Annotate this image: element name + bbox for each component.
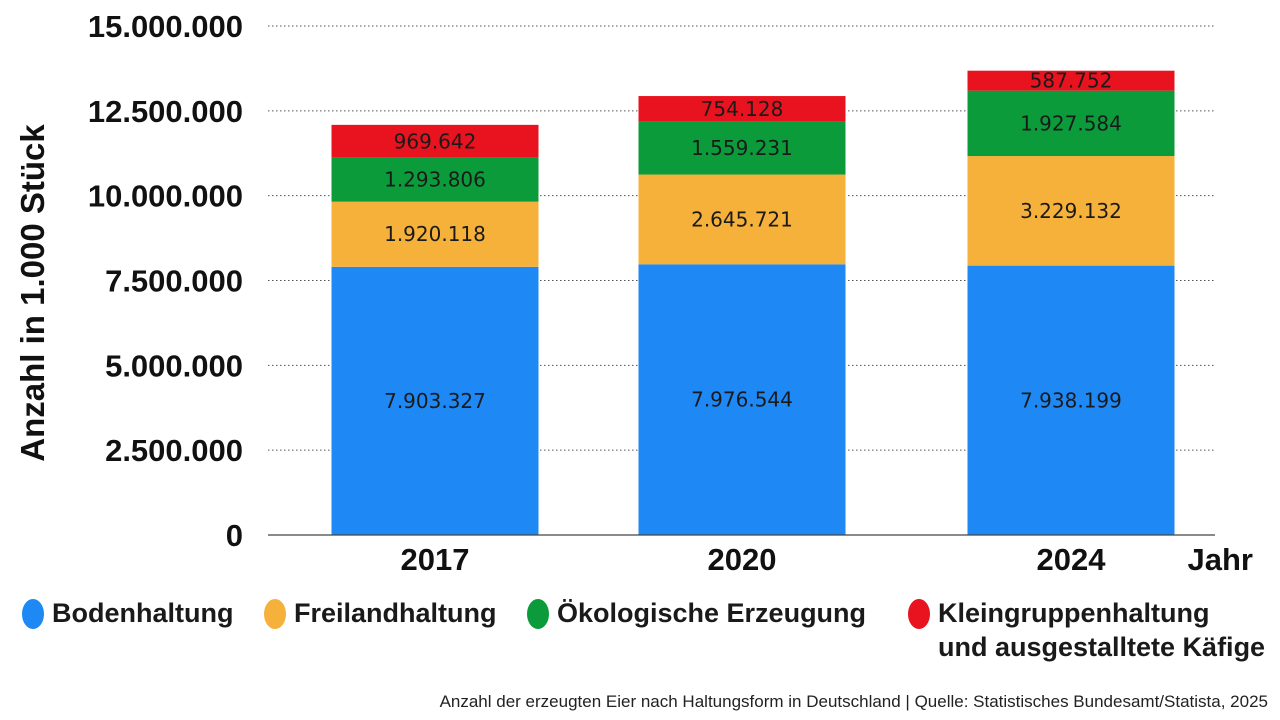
y-tick-label: 7.500.000 [105, 264, 243, 299]
legend-item-bodenhaltung: Bodenhaltung [22, 596, 233, 630]
stacked-bar-chart: 0 2.500.000 5.000.000 7.500.000 10.000.000 12… [14, 9, 1253, 577]
data-label: 7.976.544 [691, 388, 793, 412]
bar-segment-freilandhaltung-2020 [638, 174, 846, 265]
bar-segment-kologische-2024 [967, 90, 1175, 157]
legend: Bodenhaltung Freilandhaltung Ökologische… [0, 596, 1280, 676]
bars: 7.903.327 1.920.118 1.293.806 969.642 7.976.… [331, 69, 1175, 535]
legend-item-freilandhaltung: Freilandhaltung [264, 596, 497, 630]
bar-segment-kologische-2017 [331, 157, 539, 202]
bar-segment-freilandhaltung-2017 [331, 201, 539, 267]
legend-dot-icon [264, 599, 286, 629]
y-axis-ticks: 0 2.500.000 5.000.000 7.500.000 10.000.000 12… [88, 9, 243, 553]
x-axis-categories: 2017 2020 2024 [401, 542, 1107, 577]
x-tick-label: 2017 [401, 542, 470, 577]
legend-label: Freilandhaltung [294, 598, 497, 628]
y-axis-label: Anzahl in 1.000 Stück [14, 124, 51, 462]
y-tick-label: 15.000.000 [88, 9, 243, 44]
bar-segment-kologische-2020 [638, 121, 846, 175]
bar-segment-kleingruppenhaltung-2024 [967, 70, 1175, 91]
data-label: 1.927.584 [1020, 111, 1122, 135]
y-tick-label: 10.000.000 [88, 179, 243, 214]
bar-segment-kleingruppenhaltung-2017 [331, 124, 539, 158]
data-label: 7.938.199 [1020, 388, 1122, 412]
legend-dot-icon [527, 599, 549, 629]
data-label: 587.752 [1030, 69, 1113, 93]
y-tick-label: 0 [226, 518, 243, 553]
bar-segment-kleingruppenhaltung-2020 [638, 96, 846, 122]
legend-label: Ökologische Erzeugung [557, 598, 867, 628]
data-label: 1.559.231 [691, 136, 793, 160]
legend-dot-icon [22, 599, 44, 629]
data-label: 1.920.118 [384, 222, 486, 246]
bar-segment-bodenhaltung-2017 [331, 266, 539, 535]
source-caption: Anzahl der erzeugten Eier nach Haltungsf… [439, 692, 1268, 711]
data-label: 1.293.806 [384, 168, 486, 192]
data-label: 3.229.132 [1020, 199, 1122, 223]
legend-item-kleingruppenhaltung: Kleingruppenhaltung und ausgestalltete K… [908, 596, 1265, 664]
data-label: 969.642 [394, 129, 477, 153]
y-tick-label: 12.500.000 [88, 94, 243, 129]
data-label: 7.903.327 [384, 389, 486, 413]
bar-segment-bodenhaltung-2020 [638, 264, 846, 535]
x-tick-label: 2020 [708, 542, 777, 577]
legend-label: Bodenhaltung [52, 598, 234, 628]
y-tick-label: 5.000.000 [105, 348, 243, 383]
legend-label: Kleingruppenhaltung [938, 598, 1210, 628]
legend-dot-icon [908, 599, 930, 629]
data-label: 2.645.721 [691, 207, 793, 231]
legend-label-line2: und ausgestalltete Käfige [938, 632, 1266, 662]
x-axis-label: Jahr [1188, 542, 1253, 577]
bar-segment-bodenhaltung-2024 [967, 265, 1175, 535]
legend-item-oekologische-erzeugung: Ökologische Erzeugung [527, 596, 866, 630]
x-tick-label: 2024 [1037, 542, 1107, 577]
y-tick-label: 2.500.000 [105, 433, 243, 468]
bar-segment-freilandhaltung-2024 [967, 156, 1175, 266]
data-label: 754.128 [701, 97, 784, 121]
